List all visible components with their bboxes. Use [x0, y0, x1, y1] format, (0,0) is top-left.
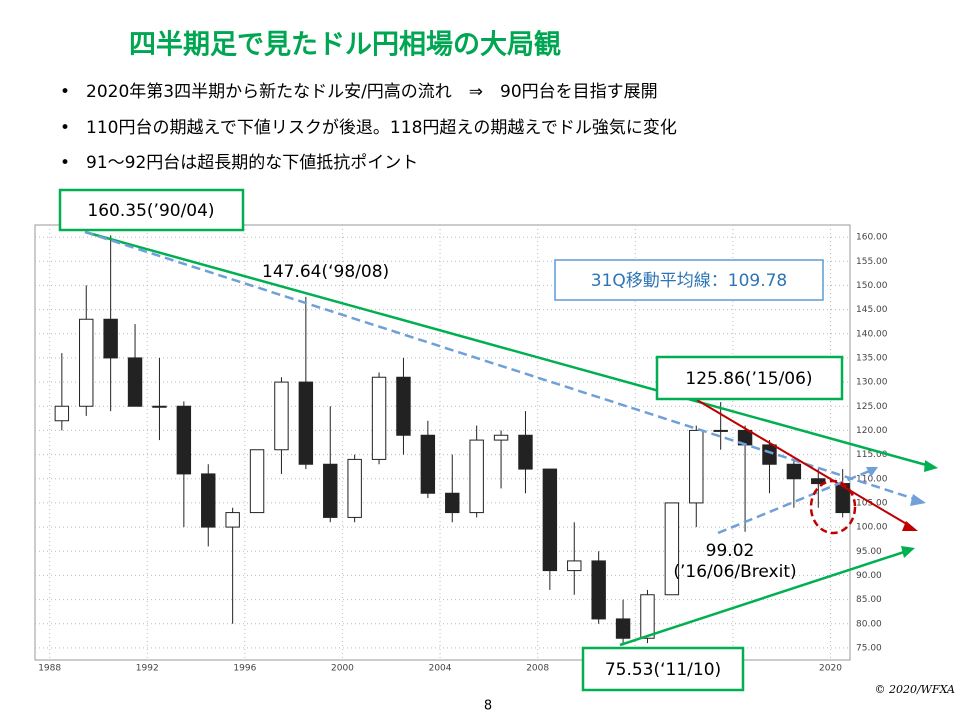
x-tick-label: 1996	[233, 664, 256, 674]
resistance-line	[84, 230, 931, 468]
candle-body	[347, 458, 362, 518]
candle-body	[518, 434, 533, 470]
candle-body	[713, 429, 728, 432]
annotation: 99.02	[706, 541, 755, 561]
dashed-line	[84, 230, 919, 502]
y-tick-label: 110.00	[856, 474, 888, 484]
y-tick-label: 150.00	[856, 281, 888, 291]
red-line	[696, 399, 911, 527]
y-tick-label: 90.00	[856, 571, 882, 581]
annotation: 125.86(’15/06)	[685, 369, 812, 389]
title: 四半期足で見たドル円相場の大局観	[129, 29, 561, 61]
bullet: 2020年第3四半期から新たなドル安/円高の流れ ⇒ 90円台を目指す展開	[86, 82, 658, 102]
candle-body	[811, 478, 826, 485]
candle-body	[640, 594, 655, 639]
candle-body	[689, 429, 704, 504]
bullet-dot: •	[60, 118, 70, 138]
candle-body	[152, 405, 167, 408]
candle-body	[420, 434, 436, 494]
arrow	[924, 460, 938, 472]
box	[581, 646, 745, 692]
support-line	[619, 549, 908, 647]
y-tick-label: 80.00	[856, 619, 882, 629]
candle-body	[127, 357, 143, 407]
bullet: 110円台の期越えで下値リスクが後退。118円超えの期越えでドル強気に変化	[86, 118, 677, 138]
x-tick-label: 2008	[526, 664, 549, 674]
y-tick-label: 115.00	[856, 450, 888, 460]
bullet: 91～92円台は超長期的な下値抵抗ポイント	[86, 153, 418, 173]
candle-body	[591, 560, 606, 620]
candle-body	[396, 376, 411, 436]
candle-body	[786, 463, 802, 480]
annotation: (’16/06/Brexit)	[673, 562, 796, 582]
bullet-dot: •	[60, 82, 70, 102]
candle-body	[664, 502, 680, 596]
y-tick-label: 135.00	[856, 353, 888, 363]
bullet-dot: •	[60, 153, 70, 173]
candle-body	[567, 560, 582, 572]
candle-body	[225, 512, 240, 528]
y-tick-label: 155.00	[856, 257, 888, 267]
candle-body	[469, 439, 484, 514]
candle-body	[298, 381, 314, 465]
candle-body	[103, 318, 118, 359]
x-tick-label: 2004	[429, 664, 452, 674]
y-tick-label: 130.00	[856, 378, 888, 388]
box	[58, 188, 245, 232]
y-tick-label: 100.00	[856, 523, 888, 533]
y-tick-label: 85.00	[856, 595, 882, 605]
x-tick-label: 1988	[38, 664, 61, 674]
y-tick-label: 160.00	[856, 233, 888, 243]
y-tick-label: 125.00	[856, 402, 888, 412]
trend-lines	[84, 230, 938, 647]
x-tick-label: 2020	[819, 664, 842, 674]
x-tick-label: 1992	[136, 664, 159, 674]
box	[554, 259, 824, 301]
copyright: © 2020/WFXA	[874, 683, 955, 696]
candle-body	[762, 444, 777, 465]
y-tick-label: 120.00	[856, 426, 888, 436]
arrow	[866, 467, 878, 477]
candle-body	[493, 434, 509, 441]
x-tick-label: 2000	[331, 664, 354, 674]
arrow	[901, 546, 915, 558]
circle	[809, 479, 857, 535]
box	[655, 355, 844, 401]
candle-body	[445, 492, 460, 514]
annotation: 147.64(‘98/08)	[262, 262, 389, 282]
annotation: 31Q移動平均線：109.78	[591, 271, 788, 291]
y-tick-label: 140.00	[856, 329, 888, 339]
candle-body	[274, 381, 289, 451]
annotation: 75.53(‘11/10)	[605, 660, 721, 680]
candle-body	[615, 618, 631, 639]
page-number: 8	[484, 699, 492, 714]
candle-body	[79, 318, 94, 407]
candle-body	[542, 468, 558, 572]
candle-body	[371, 376, 387, 460]
arrow	[902, 521, 918, 531]
candle-body	[54, 405, 70, 422]
y-tick-label: 75.00	[856, 643, 882, 653]
arrow	[910, 494, 926, 506]
candle-body	[323, 463, 338, 518]
y-tick-label: 145.00	[856, 305, 888, 315]
candle-body	[249, 449, 265, 514]
annotation: 160.35(’90/04)	[87, 201, 214, 221]
candle-body	[201, 473, 216, 528]
candle-body	[176, 405, 192, 475]
y-tick-label: 95.00	[856, 547, 882, 557]
